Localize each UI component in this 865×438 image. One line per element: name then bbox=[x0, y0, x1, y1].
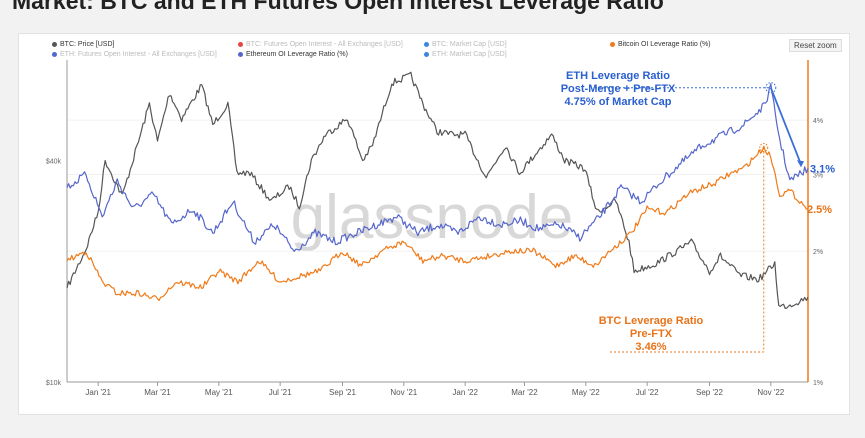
eth-peak-marker bbox=[765, 82, 777, 94]
watermark: glassnode bbox=[291, 183, 574, 252]
btc-annotation-text: BTC Leverage Ratio bbox=[599, 315, 704, 327]
legend-swatch bbox=[238, 52, 243, 57]
y-left-tick-label: $10k bbox=[46, 380, 62, 387]
reset-zoom-button[interactable]: Reset zoom bbox=[789, 39, 842, 52]
legend-label: BTC: Price [USD] bbox=[60, 41, 115, 48]
legend-swatch bbox=[238, 42, 243, 47]
y-right-tick-label: 3% bbox=[813, 172, 823, 179]
page-title: Market: BTC and ETH Futures Open Interes… bbox=[12, 0, 664, 14]
chart-frame bbox=[18, 33, 850, 415]
legend-label: BTC: Market Cap [USD] bbox=[432, 41, 507, 48]
y-right-tick-label: 1% bbox=[813, 380, 823, 387]
btc-price-line bbox=[66, 71, 809, 309]
legend-label: ETH: Market Cap [USD] bbox=[432, 51, 507, 58]
legend-label: BTC: Futures Open Interest - All Exchang… bbox=[246, 41, 403, 48]
legend-item[interactable]: BTC: Futures Open Interest - All Exchang… bbox=[238, 41, 403, 48]
legend-item[interactable]: Bitcoin OI Leverage Ratio (%) bbox=[610, 41, 711, 48]
btc-leverage-line bbox=[66, 145, 809, 301]
legend-swatch bbox=[610, 42, 615, 47]
legend-item[interactable]: ETH: Futures Open Interest - All Exchang… bbox=[52, 51, 217, 58]
legend-item[interactable]: Ethereum OI Leverage Ratio (%) bbox=[238, 51, 348, 58]
x-tick-label: May '22 bbox=[572, 388, 600, 397]
legend-item[interactable]: ETH: Market Cap [USD] bbox=[424, 51, 507, 58]
x-tick-label: Mar '21 bbox=[144, 388, 171, 397]
eth-annotation-text: ETH Leverage Ratio bbox=[566, 70, 670, 82]
x-tick-label: May '21 bbox=[205, 388, 233, 397]
legend-label: Ethereum OI Leverage Ratio (%) bbox=[246, 51, 348, 58]
y-right-tick-label: 4% bbox=[813, 118, 823, 125]
x-tick-label: Nov '22 bbox=[757, 388, 784, 397]
x-tick-label: Nov '21 bbox=[390, 388, 417, 397]
x-tick-label: Sep '22 bbox=[696, 388, 723, 397]
legend-swatch bbox=[424, 42, 429, 47]
legend-label: ETH: Futures Open Interest - All Exchang… bbox=[60, 51, 217, 58]
eth-annotation-text: Post-Merge + Pre-FTX bbox=[561, 83, 676, 95]
x-tick-label: Jul '22 bbox=[636, 388, 659, 397]
x-tick-label: Jan '22 bbox=[452, 388, 478, 397]
eth-leverage-line bbox=[66, 83, 809, 252]
x-tick-label: Mar '22 bbox=[511, 388, 538, 397]
eth-annotation-text: 4.75% of Market Cap bbox=[565, 96, 672, 108]
y-right-tick-label: 2% bbox=[813, 249, 823, 256]
btc-annotation-text: 3.46% bbox=[635, 341, 666, 353]
eth-decline-arrow bbox=[769, 87, 802, 165]
x-tick-label: Jan '21 bbox=[85, 388, 111, 397]
y-left-tick-label: $40k bbox=[46, 158, 62, 165]
eth-current-value: 3.1% bbox=[810, 163, 835, 175]
x-tick-label: Jul '21 bbox=[269, 388, 292, 397]
x-tick-label: Sep '21 bbox=[329, 388, 356, 397]
legend-swatch bbox=[52, 42, 57, 47]
legend-swatch bbox=[52, 52, 57, 57]
btc-current-value: 2.5% bbox=[807, 204, 832, 216]
legend-label: Bitcoin OI Leverage Ratio (%) bbox=[618, 41, 711, 48]
eth-arrow-head bbox=[797, 160, 804, 168]
legend-item[interactable]: BTC: Price [USD] bbox=[52, 41, 114, 48]
legend-item[interactable]: BTC: Market Cap [USD] bbox=[424, 41, 507, 48]
btc-peak-marker bbox=[759, 143, 769, 153]
btc-annotation-text: Pre-FTX bbox=[630, 328, 673, 340]
legend-swatch bbox=[424, 52, 429, 57]
